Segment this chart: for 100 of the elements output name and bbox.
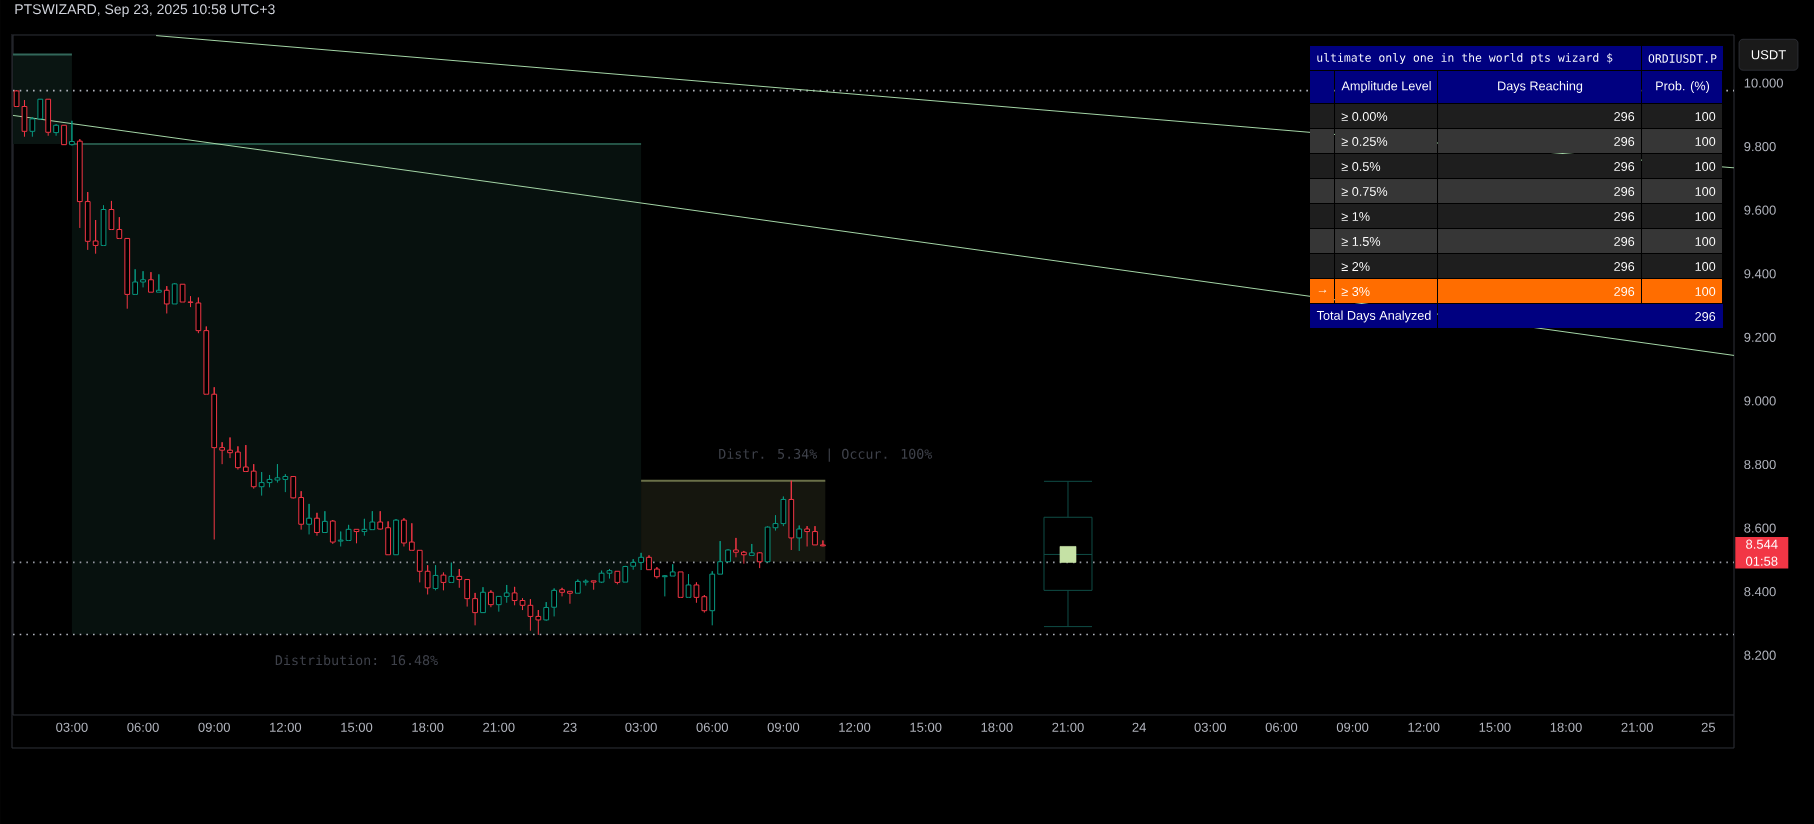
candlestick [408,522,415,551]
candlestick [756,551,763,569]
candlestick [424,564,431,595]
category-label: ≥ 0.00% [1341,112,1388,121]
candlestick [69,120,75,147]
candlestick [638,552,644,571]
text: 01:58 [1746,556,1778,566]
data-label: 100 [1695,187,1716,196]
candlestick [630,558,637,571]
candlestick [258,471,265,497]
candlestick [820,539,826,547]
candlestick [495,595,502,613]
candlestick [290,476,297,499]
x-tick-label: 15:00 [341,722,373,732]
candlestick [282,473,289,493]
candlestick [646,554,652,571]
candlestick [45,98,52,137]
candlestick [298,490,305,531]
data-label: 100 [1695,137,1716,146]
y-tick-label: 9.000 [1744,396,1776,406]
candlestick [567,590,573,605]
data-label: 100 [1695,237,1716,246]
y-tick-label: 9.800 [1744,141,1776,152]
text: ORDIUSDT.P [1648,54,1717,63]
candlestick [661,574,668,597]
category-label: ≥ 1.5% [1341,237,1381,246]
candlestick [76,138,83,229]
x-tick-label: 03:00 [56,722,88,732]
candlestick [242,444,249,472]
candlestick [488,589,494,608]
x-tick-label: 03:00 [625,722,657,732]
candlestick [314,512,320,537]
annotation: Total Days Analyzed [1316,310,1431,323]
candlestick [219,441,225,465]
x-tick-label: 23 [563,722,577,732]
data-label: 296 [1614,187,1635,196]
text: ultimate only one in the world pts wizard $ [1317,52,1613,65]
y-tick-label: 9.600 [1744,205,1776,215]
candlestick [140,270,146,288]
candlestick [448,562,455,583]
candlestick [163,285,170,314]
candlestick [148,271,154,293]
candlestick [132,268,139,295]
text: → [1318,289,1327,293]
data-label: 296 [1614,262,1635,271]
candlestick [804,525,810,547]
candlestick [227,436,233,459]
candlestick [369,510,376,531]
x-tick-label: 15:00 [1479,722,1511,732]
data-label: 100 [1695,212,1716,221]
y-axis-title: USDT [1751,50,1786,60]
x-tick-label: 18:00 [1550,722,1582,732]
candlestick [796,525,803,552]
x-tick-label: 06:00 [127,722,159,732]
candlestick [590,580,597,591]
x-tick-label: 24 [1132,722,1146,732]
candlestick [551,587,558,617]
x-tick-label: 09:00 [198,722,230,732]
x-tick-label: 09:00 [1336,722,1369,732]
y-tick-label: 8.600 [1744,523,1776,533]
candlestick [385,520,391,556]
candlestick [84,191,91,251]
annotation: Distribution: 16.48% [275,654,438,666]
data-label: 296 [1614,112,1635,121]
candlestick [559,587,565,597]
data-label: 296 [1614,137,1635,146]
candlestick [543,601,550,622]
x-tick-label: 12:00 [270,722,302,732]
candlestick [61,124,67,146]
y-tick-label: 8.200 [1744,650,1776,660]
x-tick-label: 09:00 [767,722,800,732]
category-label: ≥ 0.25% [1341,137,1388,146]
candlestick [156,273,162,293]
data-label: 296 [1614,287,1635,296]
y-tick-label: 8.800 [1744,459,1776,470]
candlestick [53,123,59,137]
candlestick [622,565,629,583]
candlestick [456,568,463,589]
candlestick [124,237,131,310]
text: Amplitude Level [1341,81,1431,93]
candlestick [306,503,312,535]
data-label: 100 [1695,162,1716,171]
candlestick [717,540,724,575]
candlestick [725,548,731,563]
candlestick [480,586,486,614]
annotation: 296 [1695,312,1716,321]
x-tick-label: 18:00 [412,722,444,732]
candlestick [812,525,818,546]
series-label: Days Reaching [1498,81,1583,93]
data-label: 100 [1695,262,1716,271]
annotation: Distr. 5.34% | Occur. 100% [719,448,933,462]
category-label: ≥ 1% [1341,212,1370,221]
x-tick-label: 12:00 [1408,722,1440,732]
text: 8.544 [1746,539,1778,549]
candlestick [677,571,684,598]
candlestick [748,543,755,556]
candlestick [654,566,660,580]
candlestick [116,216,123,239]
candlestick [464,579,471,608]
x-tick-label: 06:00 [696,722,729,732]
